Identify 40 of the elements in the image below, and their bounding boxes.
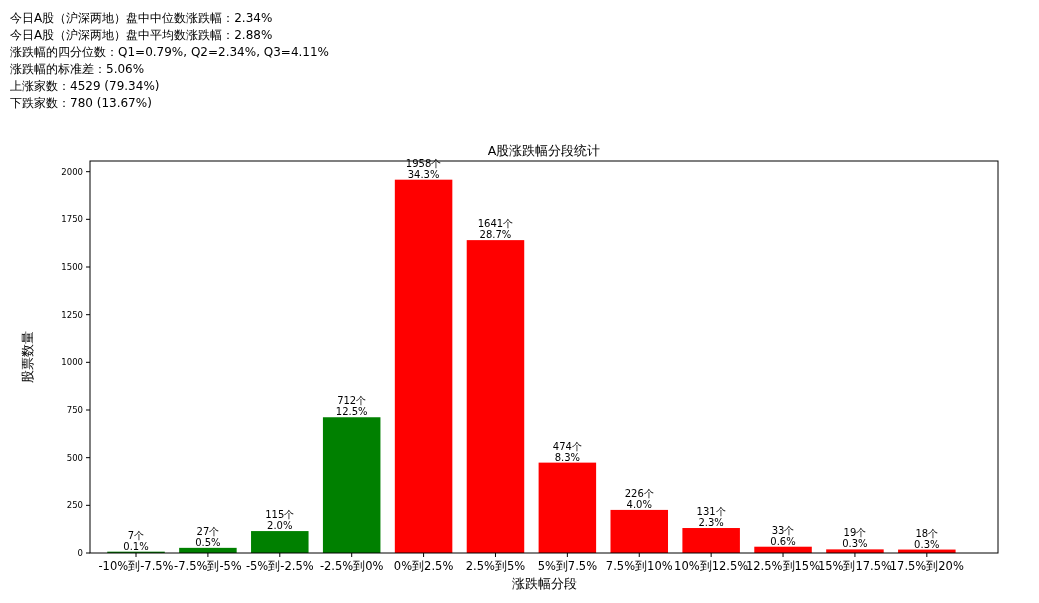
x-tick-label: -10%到-7.5%	[98, 559, 174, 573]
data-label: 131个 2.3%	[696, 506, 726, 529]
text: 今日A股（沪深两地）盘中中位数涨跌幅：2.34%	[10, 11, 273, 25]
data-label: 226个 4.0%	[624, 487, 654, 510]
data-label: 33个 0.6%	[770, 524, 796, 547]
data-label: 27个 0.5%	[195, 525, 221, 548]
data-label: 1641个 28.7%	[477, 218, 514, 241]
y-tick-label: 500	[66, 452, 83, 463]
y-tick-label: 1000	[61, 357, 83, 368]
data-label: 1958个 34.3%	[405, 157, 442, 180]
text: 涨跌幅的四分位数：Q1=0.79%, Q2=2.34%, Q3=4.11%	[10, 45, 330, 59]
y-tick-label: 1750	[61, 214, 83, 225]
text: 上涨家数：4529 (79.34%)	[10, 79, 160, 93]
x-tick-label: -5%到-2.5%	[245, 559, 314, 573]
x-tick-label: -7.5%到-5%	[174, 559, 242, 573]
data-label: 474个 8.3%	[552, 440, 582, 463]
text: 涨跌幅的标准差：5.06%	[10, 62, 145, 76]
data-label: 115个 2.0%	[265, 509, 295, 532]
x-tick-label: 2.5%到5%	[465, 559, 526, 573]
x-tick-label: 0%到2.5%	[393, 559, 454, 573]
data-label: 18个 0.3%	[914, 527, 940, 550]
text: 今日A股（沪深两地）盘中平均数涨跌幅：2.88%	[10, 28, 273, 42]
data-label: 19个 0.3%	[842, 527, 868, 550]
y-tick-label: 1250	[61, 309, 83, 320]
y-tick-label: 750	[66, 404, 83, 415]
y-tick-label: 1500	[61, 261, 83, 272]
data-label: 712个 12.5%	[335, 395, 368, 418]
chart-title: A股涨跌幅分段统计	[487, 143, 601, 158]
text: 下跌家数：780 (13.67%)	[10, 96, 152, 110]
x-tick-label: 5%到7.5%	[537, 559, 598, 573]
x-tick-label: -2.5%到0%	[319, 559, 384, 573]
y-tick-label: 0	[77, 547, 83, 558]
y-axis-title: 股票数量	[20, 331, 35, 383]
x-tick-label: 7.5%到10%	[605, 559, 673, 573]
y-tick-label: 250	[66, 500, 83, 511]
x-axis-title: 涨跌幅分段	[511, 576, 577, 591]
x-tick-label: 12.5%到15%	[746, 559, 821, 573]
y-tick-label: 2000	[61, 166, 83, 177]
data-label: 7个 0.1%	[123, 529, 149, 552]
x-tick-label: 10%到12.5%	[674, 559, 749, 573]
